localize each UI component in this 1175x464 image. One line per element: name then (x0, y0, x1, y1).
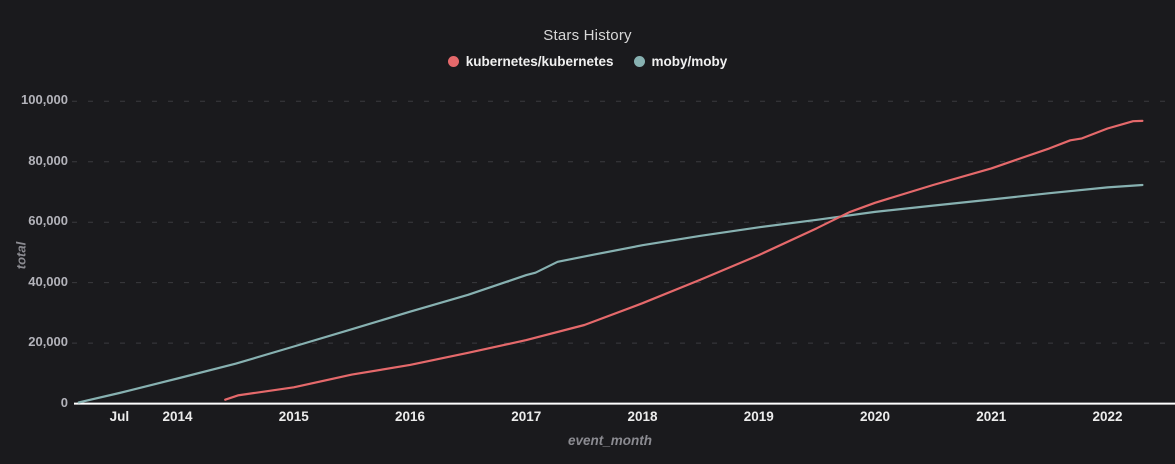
x-tick-label: 2021 (976, 409, 1007, 424)
y-tick-label: 40,000 (28, 273, 68, 289)
x-tick-label: 2020 (859, 409, 891, 424)
series-line-kubernetes (224, 119, 1144, 401)
legend-dot-moby-icon (633, 56, 645, 67)
y-tick-label: 80,000 (28, 152, 68, 168)
series-line-moby (77, 183, 1144, 404)
x-tick-label: 2016 (394, 409, 426, 424)
legend-item-kubernetes[interactable]: kubernetes/kubernetes (447, 54, 614, 69)
x-tick-label: 2015 (278, 409, 309, 424)
x-tick-label: 2019 (743, 409, 774, 424)
x-tick-label: Jul (109, 409, 130, 424)
x-tick-label: 2014 (162, 409, 193, 424)
legend-item-moby[interactable]: moby/moby (633, 54, 728, 69)
x-axis-title: event_month (567, 433, 652, 448)
y-tick-label: 100,000 (21, 92, 68, 108)
legend: kubernetes/kubernetes moby/moby (0, 54, 1175, 69)
y-tick-label: 20,000 (28, 334, 68, 350)
x-tick-label: 2022 (1092, 409, 1123, 424)
chart-title: Stars History (543, 27, 632, 44)
y-tick-label: 60,000 (28, 213, 68, 229)
x-tick-label: 2017 (511, 409, 542, 424)
legend-label-moby: moby/moby (651, 54, 728, 69)
x-tick-label: 2018 (627, 409, 658, 424)
legend-label-kubernetes: kubernetes/kubernetes (465, 54, 614, 69)
legend-dot-kubernetes-icon (447, 56, 459, 67)
y-tick-label: 0 (60, 394, 68, 410)
